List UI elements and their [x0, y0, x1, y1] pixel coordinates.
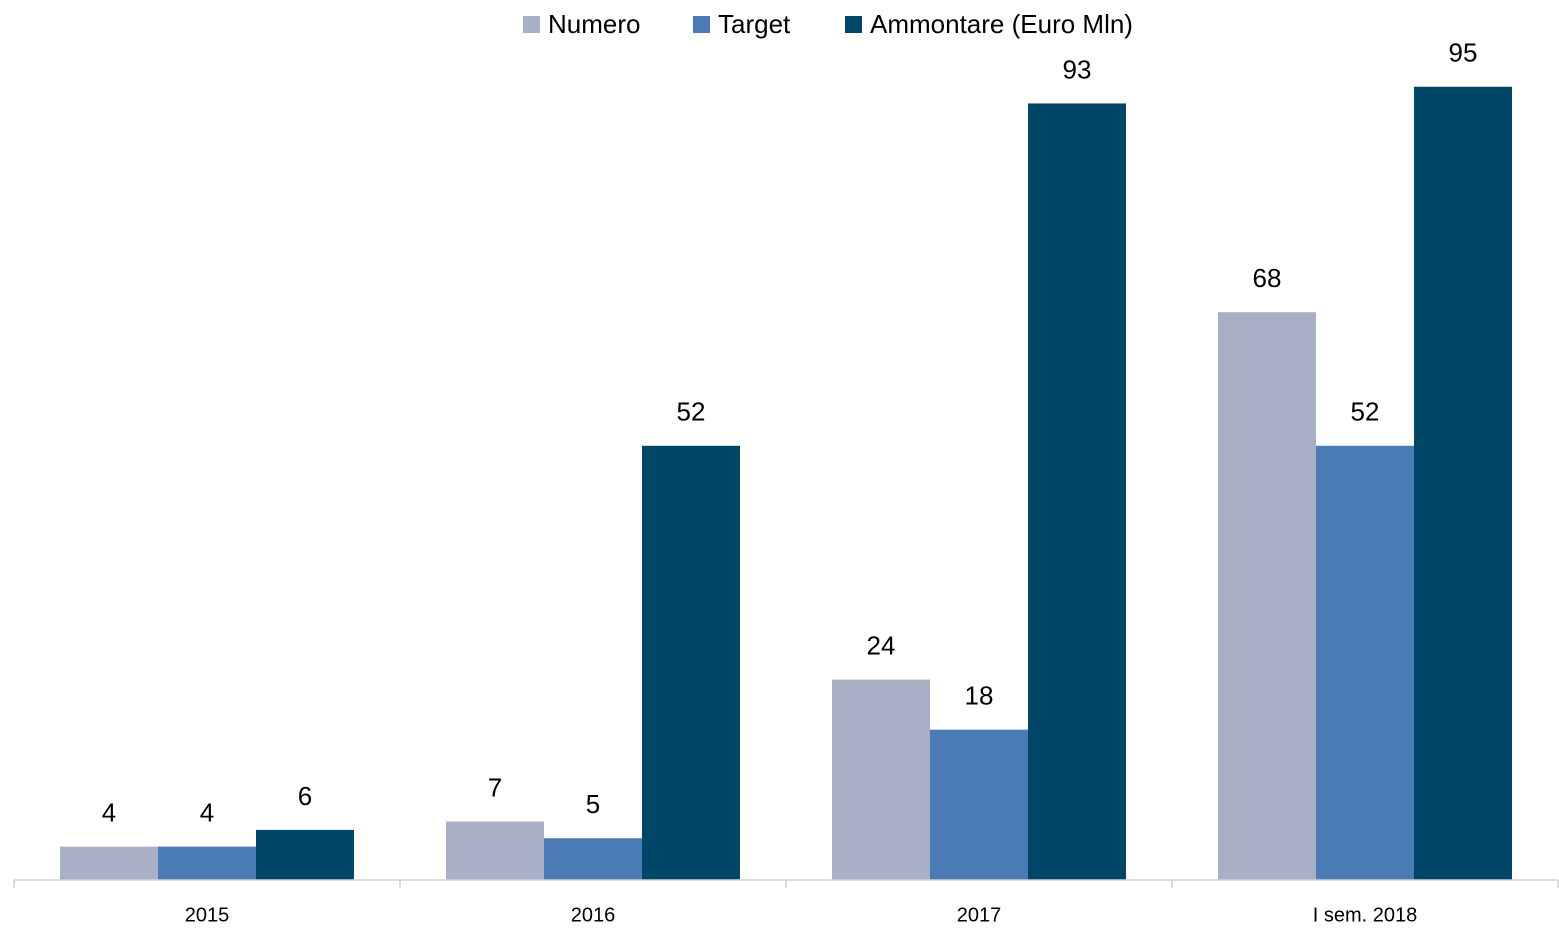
data-label: 93	[1063, 54, 1092, 84]
legend-swatch	[845, 16, 862, 33]
data-label: 4	[102, 797, 116, 827]
bar	[544, 838, 642, 880]
data-label: 4	[200, 797, 214, 827]
legend-label: Target	[718, 9, 791, 39]
bar	[1218, 312, 1316, 880]
bar	[1028, 103, 1126, 880]
bar	[60, 846, 158, 880]
bar	[832, 679, 930, 880]
data-label: 5	[586, 789, 600, 819]
data-label: 68	[1253, 263, 1282, 293]
data-label: 95	[1449, 38, 1478, 68]
bar	[1414, 86, 1512, 880]
x-tick-label: 2016	[571, 904, 616, 926]
bar	[446, 821, 544, 880]
data-label: 18	[965, 681, 994, 711]
x-tick-label: I sem. 2018	[1313, 904, 1418, 926]
legend-label: Numero	[548, 9, 640, 39]
data-label: 6	[298, 781, 312, 811]
bar	[930, 729, 1028, 880]
data-label: 52	[1351, 397, 1380, 427]
x-tick-label: 2017	[957, 904, 1002, 926]
bar	[158, 846, 256, 880]
data-label: 7	[488, 772, 502, 802]
legend-swatch	[693, 16, 710, 33]
bar	[1316, 445, 1414, 880]
legend-swatch	[523, 16, 540, 33]
bar	[642, 445, 740, 880]
data-label: 52	[677, 397, 706, 427]
legend-label: Ammontare (Euro Mln)	[870, 9, 1133, 39]
x-tick-label: 2015	[185, 904, 230, 926]
data-label: 24	[867, 630, 896, 660]
bar	[256, 829, 354, 880]
